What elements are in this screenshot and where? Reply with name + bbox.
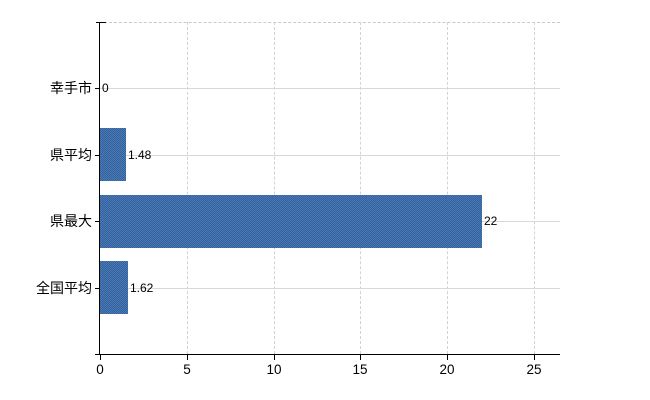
x-tick-label: 5	[183, 362, 191, 377]
x-tick	[447, 355, 448, 360]
v-gridline	[187, 22, 188, 354]
category-tick	[95, 88, 99, 89]
category-tick	[95, 288, 99, 289]
x-tick-label: 15	[352, 362, 368, 377]
category-label: 幸手市	[50, 80, 92, 96]
h-gridline	[100, 288, 560, 289]
x-tick	[274, 355, 275, 360]
plot-top-border	[99, 22, 560, 23]
v-gridline	[534, 22, 535, 354]
x-tick	[534, 355, 535, 360]
v-gridline	[360, 22, 361, 354]
bar-value-label: 1.48	[128, 148, 152, 162]
category-tick	[95, 221, 99, 222]
category-tick	[95, 155, 99, 156]
x-tick	[187, 355, 188, 360]
x-tick	[100, 355, 101, 360]
v-gridline	[447, 22, 448, 354]
category-label: 県平均	[50, 147, 92, 163]
bar	[100, 195, 482, 248]
x-tick-label: 0	[96, 362, 104, 377]
y-axis-line	[99, 22, 100, 355]
bar	[100, 261, 128, 314]
y-axis-top-cap	[96, 22, 106, 23]
v-gridline	[274, 22, 275, 354]
x-tick-label: 10	[266, 362, 282, 377]
bar-value-label: 22	[484, 214, 498, 228]
bar-value-label: 1.62	[130, 281, 154, 295]
category-label: 全国平均	[36, 280, 92, 296]
x-tick-label: 25	[526, 362, 542, 377]
category-label: 県最大	[50, 213, 92, 229]
bar-value-label: 0	[102, 81, 109, 95]
bar	[100, 128, 126, 181]
x-axis-line	[95, 354, 560, 355]
x-tick-label: 20	[439, 362, 455, 377]
h-gridline	[100, 88, 560, 89]
h-gridline	[100, 155, 560, 156]
x-tick	[360, 355, 361, 360]
